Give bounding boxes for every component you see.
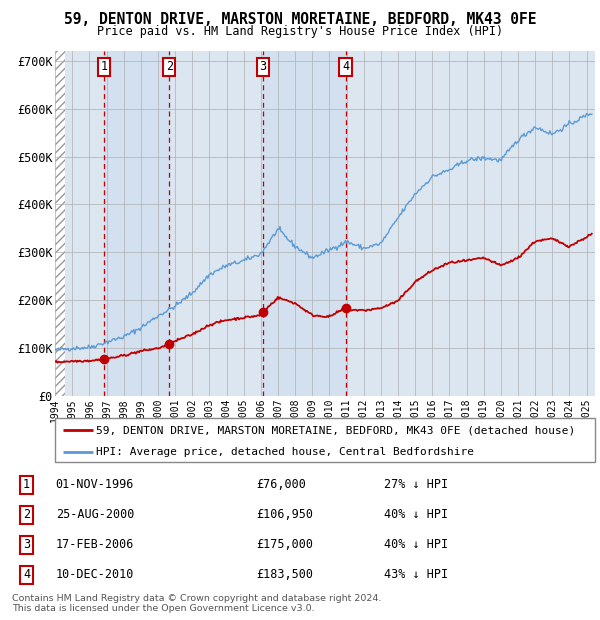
Text: £175,000: £175,000 <box>256 539 313 552</box>
Text: 01-NOV-1996: 01-NOV-1996 <box>56 479 134 492</box>
Bar <box>104 51 169 396</box>
Bar <box>55 51 65 396</box>
Text: 3: 3 <box>259 60 266 73</box>
Bar <box>263 51 346 396</box>
Text: 3: 3 <box>23 539 30 552</box>
Text: 4: 4 <box>342 60 349 73</box>
Text: 2: 2 <box>23 508 30 521</box>
Text: 4: 4 <box>23 569 30 582</box>
Text: 2: 2 <box>166 60 173 73</box>
Text: 1: 1 <box>23 479 30 492</box>
Text: 40% ↓ HPI: 40% ↓ HPI <box>385 539 449 552</box>
Text: 1: 1 <box>100 60 107 73</box>
Text: 59, DENTON DRIVE, MARSTON MORETAINE, BEDFORD, MK43 0FE: 59, DENTON DRIVE, MARSTON MORETAINE, BED… <box>64 12 536 27</box>
Text: 40% ↓ HPI: 40% ↓ HPI <box>385 508 449 521</box>
Text: 25-AUG-2000: 25-AUG-2000 <box>56 508 134 521</box>
Text: £76,000: £76,000 <box>256 479 307 492</box>
Text: 27% ↓ HPI: 27% ↓ HPI <box>385 479 449 492</box>
Text: £183,500: £183,500 <box>256 569 313 582</box>
Text: 17-FEB-2006: 17-FEB-2006 <box>56 539 134 552</box>
Text: £106,950: £106,950 <box>256 508 313 521</box>
Text: 10-DEC-2010: 10-DEC-2010 <box>56 569 134 582</box>
Text: Price paid vs. HM Land Registry's House Price Index (HPI): Price paid vs. HM Land Registry's House … <box>97 25 503 38</box>
Text: 59, DENTON DRIVE, MARSTON MORETAINE, BEDFORD, MK43 0FE (detached house): 59, DENTON DRIVE, MARSTON MORETAINE, BED… <box>96 425 575 435</box>
Text: Contains HM Land Registry data © Crown copyright and database right 2024.
This d: Contains HM Land Registry data © Crown c… <box>12 594 382 613</box>
Text: 43% ↓ HPI: 43% ↓ HPI <box>385 569 449 582</box>
Text: HPI: Average price, detached house, Central Bedfordshire: HPI: Average price, detached house, Cent… <box>96 447 474 458</box>
